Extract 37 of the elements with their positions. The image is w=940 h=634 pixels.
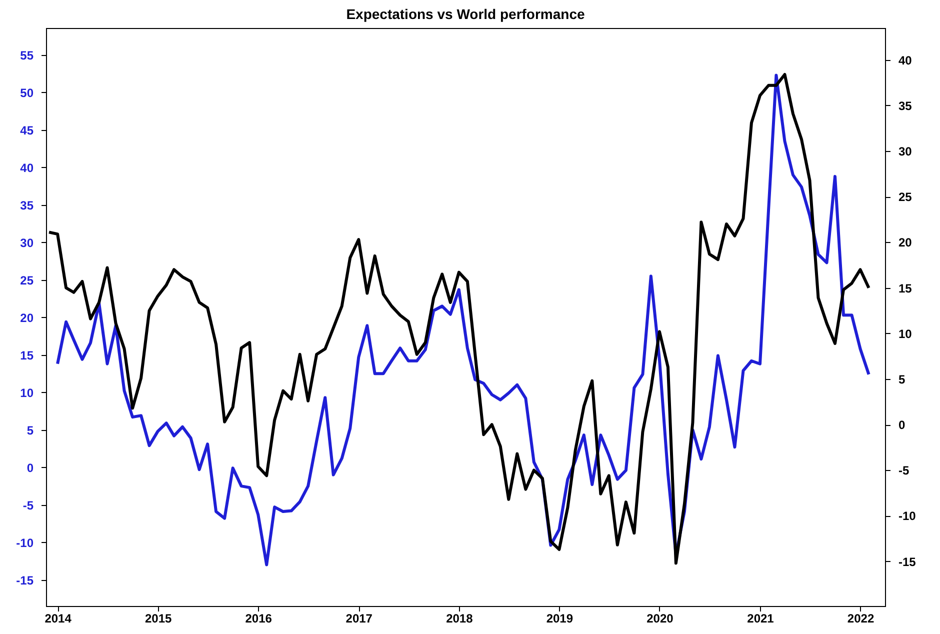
y2-tick-label: 20 <box>898 236 912 250</box>
x-tick-label: 2018 <box>446 612 474 626</box>
y-tick-label: -15 <box>16 573 34 588</box>
y2-tick-label: 40 <box>898 53 912 68</box>
y2-tick-label: 0 <box>898 418 906 432</box>
y2-tick-label: 10 <box>898 326 912 341</box>
x-tick-label: 2016 <box>245 612 272 626</box>
y-tick-label: 20 <box>20 310 34 325</box>
y-tick-label: 5 <box>26 423 34 438</box>
y2-tick-label: 25 <box>898 190 912 204</box>
y2-tick-label: 15 <box>898 281 912 296</box>
x-tick-label: 2021 <box>747 612 774 626</box>
x-tick-label: 2020 <box>646 612 674 626</box>
y-tick-label: 35 <box>20 198 34 212</box>
y-tick-label: 45 <box>20 123 34 138</box>
x-tick-label: 2014 <box>44 612 72 626</box>
y-tick-label: 40 <box>20 160 34 175</box>
y2-tick-label: 5 <box>898 372 906 386</box>
y-tick-label: 25 <box>20 273 34 288</box>
y-tick-label: -10 <box>16 536 34 550</box>
y2-tick-label: 35 <box>898 98 912 113</box>
x-tick-label: 2019 <box>546 612 574 626</box>
y2-tick-label: -5 <box>898 464 910 478</box>
x-tick-label: 2022 <box>847 612 874 626</box>
x-tick-label: 2015 <box>144 612 172 626</box>
y2-tick-label: 30 <box>898 144 912 159</box>
y-tick-label: 30 <box>20 236 34 250</box>
y-tick-label: 0 <box>26 460 34 475</box>
y-tick-label: 15 <box>20 348 34 362</box>
y-tick-label: 10 <box>20 386 34 400</box>
y-tick-label: 55 <box>20 48 34 62</box>
x-tick-label: 2017 <box>346 612 373 626</box>
chart-title: Expectations vs World performance <box>346 6 586 22</box>
y2-tick-label: -15 <box>898 554 916 569</box>
y2-tick-label: -10 <box>898 509 916 524</box>
y-tick-label: -5 <box>22 498 34 512</box>
y-tick-label: 50 <box>20 86 34 100</box>
